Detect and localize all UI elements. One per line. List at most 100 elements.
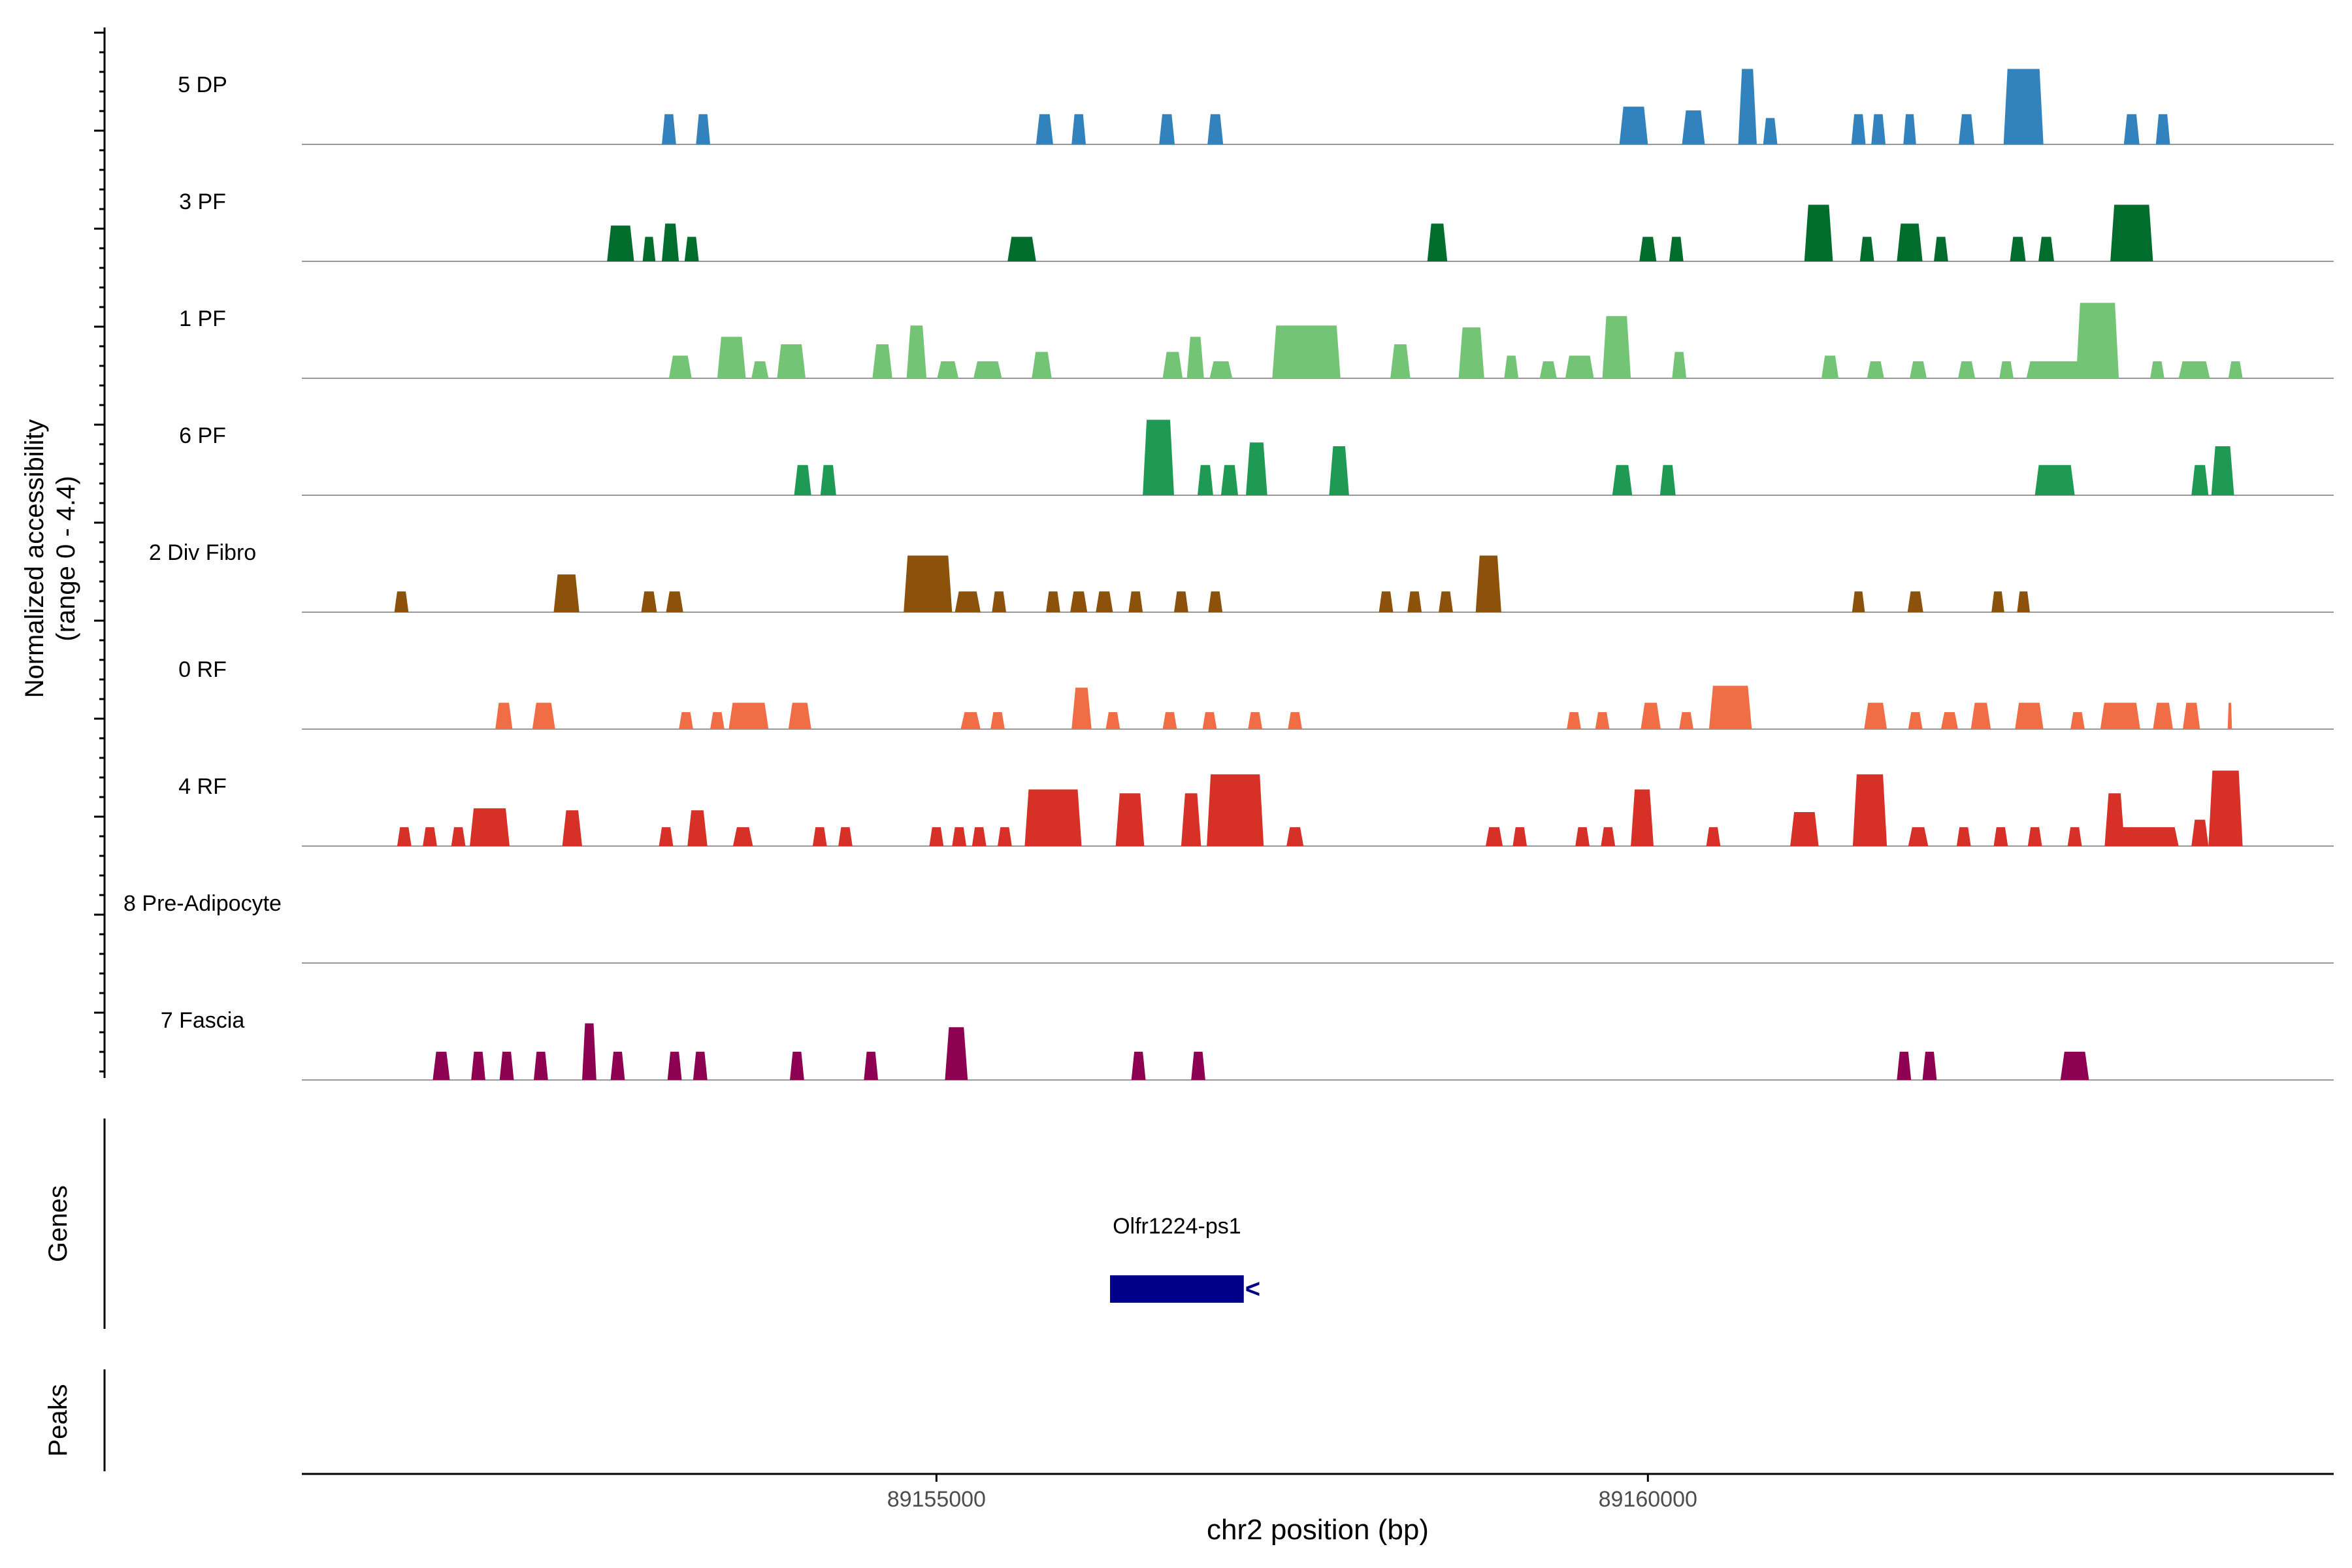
accessibility-peak <box>562 810 582 846</box>
accessibility-peak <box>696 114 710 144</box>
accessibility-peak <box>1871 114 1886 144</box>
accessibility-peak <box>1631 789 1654 846</box>
accessibility-peak <box>2107 827 2179 846</box>
accessibility-peak <box>2227 702 2232 729</box>
accessibility-peak <box>1669 237 1684 261</box>
track-2-div-fibro: 2 Div Fibro <box>149 540 2334 613</box>
accessibility-peak <box>642 237 656 261</box>
accessibility-peak <box>1908 827 1929 846</box>
accessibility-peak <box>820 465 836 495</box>
accessibility-peak <box>952 827 967 846</box>
accessibility-peak <box>1458 327 1484 378</box>
track-6-pf: 6 PF <box>179 419 2334 496</box>
accessibility-peak <box>1096 591 1113 612</box>
accessibility-peak <box>990 712 1005 729</box>
x-tick-label: 89155000 <box>887 1487 986 1512</box>
accessibility-peak <box>929 827 944 846</box>
accessibility-peak <box>945 1027 968 1080</box>
accessibility-peak <box>1790 812 1819 846</box>
accessibility-peak <box>495 702 513 729</box>
accessibility-peak <box>2150 361 2164 378</box>
accessibility-peak <box>1198 465 1213 495</box>
accessibility-peak <box>1999 361 2014 378</box>
accessibility-peak <box>1659 465 1676 495</box>
accessibility-peak <box>1763 118 1778 144</box>
track-label: 2 Div Fibro <box>149 540 256 565</box>
accessibility-peak <box>1032 351 1052 378</box>
track-label: 7 Fascia <box>161 1008 245 1033</box>
accessibility-peak <box>1248 712 1263 729</box>
accessibility-peak <box>2100 702 2140 729</box>
accessibility-peak <box>1821 355 1839 378</box>
peaks-track-label: Peaks <box>44 1384 73 1456</box>
accessibility-peak <box>1897 1051 1912 1080</box>
accessibility-peak <box>610 1051 625 1080</box>
accessibility-peak <box>2211 446 2234 495</box>
accessibility-peak <box>955 591 981 612</box>
accessibility-peak <box>687 810 708 846</box>
accessibility-peak <box>1907 591 1923 612</box>
accessibility-peak <box>1071 687 1092 729</box>
accessibility-peak <box>532 702 555 729</box>
accessibility-peak <box>1207 774 1264 846</box>
track-0-rf: 0 RF <box>178 657 2334 730</box>
accessibility-peak <box>906 325 927 378</box>
accessibility-peak <box>1475 555 1501 612</box>
accessibility-peak <box>451 827 466 846</box>
accessibility-peak <box>1708 685 1752 729</box>
accessibility-peak <box>1897 223 1923 261</box>
accessibility-peak <box>553 574 580 612</box>
accessibility-peak <box>1070 591 1088 612</box>
accessibility-peak <box>1619 106 1648 144</box>
accessibility-peak <box>607 225 634 261</box>
accessibility-peak <box>1903 114 1916 144</box>
accessibility-peak <box>1209 361 1233 378</box>
accessibility-peak <box>470 808 510 846</box>
accessibility-peak <box>1852 774 1887 846</box>
accessibility-peak <box>1991 591 2004 612</box>
accessibility-peak <box>777 344 806 378</box>
accessibility-peak <box>1852 591 1865 612</box>
accessibility-peak <box>2178 361 2210 378</box>
accessibility-peak <box>1191 1051 1205 1080</box>
accessibility-peak <box>1390 344 1411 378</box>
accessibility-peak <box>1007 237 1036 261</box>
accessibility-peak <box>1602 316 1631 378</box>
accessibility-peak <box>1910 361 1927 378</box>
accessibility-peak <box>397 827 412 846</box>
accessibility-peak <box>751 361 769 378</box>
accessibility-peak <box>2076 302 2119 378</box>
accessibility-peak <box>1859 237 1874 261</box>
accessibility-peak <box>1439 591 1453 612</box>
coverage-tracks: 5 DP 3 PF 1 PF 6 PF 2 Div Fibro 0 RF 4 RF 8 Pre… <box>123 69 2334 1081</box>
accessibility-peak <box>1272 325 1341 378</box>
y-axis-title: Normalized accessibility <box>20 419 49 698</box>
accessibility-peak <box>2010 237 2026 261</box>
track-label: 0 RF <box>178 657 227 682</box>
accessibility-peak <box>904 555 953 612</box>
accessibility-peak <box>582 1023 596 1080</box>
x-axis-ticks: 89155000 89160000 <box>887 1474 1697 1512</box>
accessibility-peak <box>2123 114 2140 144</box>
accessibility-peak <box>1071 114 1086 144</box>
accessibility-peak <box>1329 446 1349 495</box>
track-label: 8 Pre-Adipocyte <box>123 891 282 916</box>
accessibility-peak <box>534 1051 548 1080</box>
accessibility-peak <box>1993 827 2008 846</box>
gene-annotations: Olfr1224-ps1 < <box>1110 1214 1260 1303</box>
track-5-dp: 5 DP <box>178 69 2334 145</box>
accessibility-peak <box>1162 712 1177 729</box>
accessibility-peak <box>1174 591 1188 612</box>
accessibility-peak <box>1486 827 1503 846</box>
accessibility-peak <box>1575 827 1590 846</box>
accessibility-peak <box>1407 591 1422 612</box>
accessibility-peak <box>1512 827 1527 846</box>
track-label: 6 PF <box>179 423 226 448</box>
accessibility-peak <box>2003 69 2044 144</box>
accessibility-peak <box>998 827 1012 846</box>
track-label: 1 PF <box>179 306 226 331</box>
accessibility-peak <box>2191 819 2209 846</box>
accessibility-peak <box>973 361 1002 378</box>
accessibility-peak <box>790 1051 804 1080</box>
